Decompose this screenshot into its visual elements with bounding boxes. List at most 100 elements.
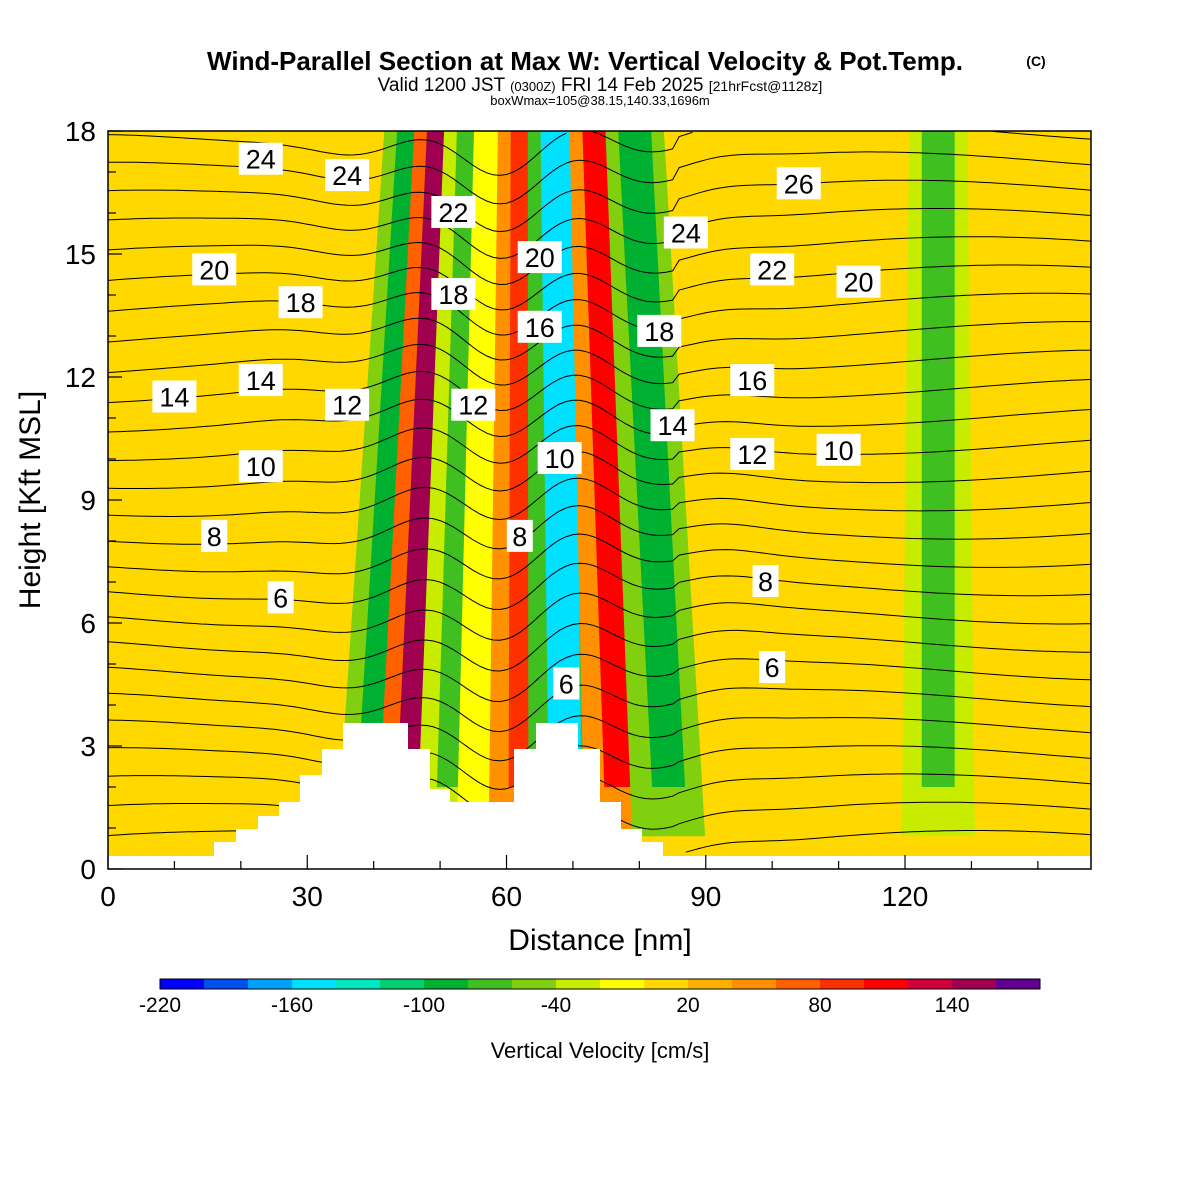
contour-label: 6 (267, 581, 294, 614)
contour-label-box (325, 159, 370, 192)
contour-label-text: 8 (512, 522, 527, 552)
theta-contour (592, 131, 693, 153)
chart-title-mark: (C) (1026, 53, 1045, 69)
colorbar-swatch (996, 979, 1041, 989)
colorbar-swatch (776, 979, 821, 989)
contour-label-text: 14 (159, 383, 189, 413)
colorbar-swatch (600, 979, 645, 989)
contour-label-text: 18 (644, 317, 674, 347)
colorbar-swatch (908, 979, 953, 989)
contour-label: 18 (431, 278, 476, 310)
y-tick-label: 15 (65, 239, 96, 270)
theta-contour (991, 131, 1091, 140)
contour-label: 10 (537, 442, 582, 474)
x-tick-label: 90 (690, 881, 721, 912)
velocity-band-core (921, 131, 955, 787)
contour-label-text: 6 (559, 670, 574, 700)
x-axis: 0 30 60 90 120 (100, 855, 1039, 912)
contour-label: 16 (517, 310, 562, 343)
y-axis-label: Height [Kft MSL] (14, 391, 47, 609)
contour-label-box (238, 450, 283, 483)
theta-contour (108, 533, 1091, 580)
contour-label: 14 (650, 409, 695, 442)
contour-label: 8 (506, 519, 533, 552)
chart-subtitle: Valid 1200 JST (0300Z) FRI 14 Feb 2025 [… (378, 75, 823, 96)
y-tick-label: 6 (80, 608, 96, 639)
colorbar-swatch (512, 979, 557, 989)
contour-label-text: 24 (332, 161, 362, 191)
contour-label: 26 (776, 167, 821, 200)
colorbar-swatch (688, 979, 733, 989)
contour-label: 24 (663, 216, 708, 249)
contour-label-text: 12 (737, 440, 767, 470)
colorbar-swatch (248, 979, 293, 989)
contour-label-text: 12 (332, 391, 362, 421)
contour-label-box (730, 364, 775, 397)
colorbar-swatch (732, 979, 777, 989)
y-tick-label: 18 (65, 116, 96, 147)
colorbar-tick-label: -40 (541, 994, 571, 1017)
colorbar-swatch (380, 979, 425, 989)
theta-contour (108, 715, 1091, 762)
contour-label: 8 (201, 519, 228, 552)
subtitle-valid: Valid 1200 JST (378, 75, 506, 96)
contour-label-box (553, 667, 580, 700)
contour-label-text: 22 (757, 255, 787, 285)
colorbar-swatch (204, 979, 249, 989)
contour-label-text: 20 (844, 268, 874, 298)
colorbar-swatch (864, 979, 909, 989)
contour-label: 14 (238, 364, 283, 397)
contour-label-box (816, 433, 861, 466)
contour-label-text: 8 (207, 522, 222, 552)
contour-label: 22 (750, 253, 795, 286)
subtitle-date: FRI 14 Feb 2025 (561, 75, 704, 96)
contour-label-box (506, 519, 533, 552)
contour-label-box (451, 388, 496, 421)
contour-label-box (325, 388, 370, 421)
chart-subtitle-box: boxWmax=105@38.15,140.33,1696m (490, 93, 710, 108)
theta-contour (108, 236, 1091, 286)
theta-contour (108, 208, 1091, 259)
contour-label-text: 8 (758, 567, 773, 597)
colorbar-tick-label: 140 (934, 994, 969, 1017)
theta-contour (108, 622, 1091, 672)
theta-contour (108, 179, 1091, 233)
colorbar-swatch (644, 979, 689, 989)
theta-contour (685, 830, 1091, 853)
contour-label-text: 6 (273, 583, 288, 613)
contour-label-box (730, 437, 775, 470)
theta-contour (108, 653, 1091, 703)
contour-label-text: 12 (458, 391, 488, 421)
contour-label-box (267, 581, 294, 614)
colorbar-swatch (292, 979, 337, 989)
contour-label: 8 (752, 565, 779, 597)
theta-contour (108, 505, 1091, 550)
contour-label-text: 16 (525, 313, 555, 343)
contour-label-text: 10 (545, 444, 575, 474)
theta-contour (108, 398, 1091, 438)
contour-label: 12 (325, 388, 370, 421)
y-tick-label: 12 (65, 362, 96, 393)
contour-label-box (537, 442, 582, 474)
contour-label-box (431, 278, 476, 310)
contour-label-text: 6 (765, 653, 780, 683)
contour-label-box (759, 651, 786, 684)
contour-label: 20 (836, 265, 881, 298)
contour-label-text: 14 (658, 411, 688, 441)
contour-label-text: 24 (671, 219, 701, 249)
y-tick-label: 0 (80, 854, 96, 885)
colorbar-swatch (556, 979, 601, 989)
contour-label: 18 (637, 314, 682, 347)
x-tick-label: 60 (491, 881, 522, 912)
colorbar-frame (159, 978, 1041, 990)
contour-label: 12 (730, 437, 775, 470)
contour-label-box (663, 216, 708, 249)
contour-label-text: 26 (784, 169, 814, 199)
contour-label-box (152, 380, 197, 413)
contour-label-text: 10 (824, 436, 854, 466)
theta-contour (108, 292, 1091, 336)
contour-label-box (752, 565, 779, 597)
subtitle-forecast: [21hrFcst@1128z] (709, 78, 823, 94)
contour-label: 24 (325, 159, 370, 192)
contour-label: 18 (278, 286, 323, 319)
